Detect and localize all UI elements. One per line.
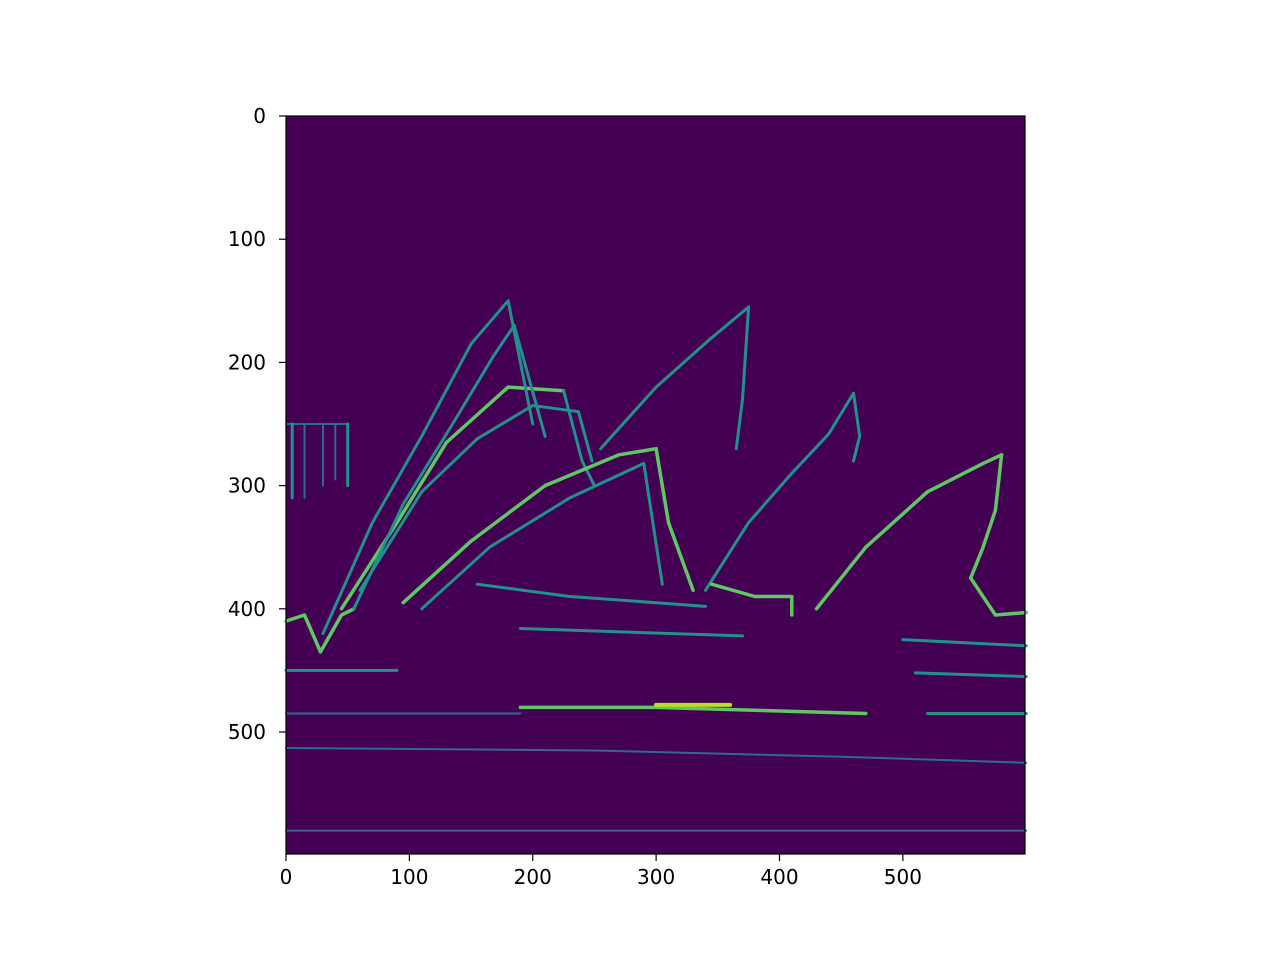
x-tick-label: 200: [514, 865, 552, 889]
y-axis: 0 100 200 300 400 500: [228, 104, 286, 744]
x-tick-label: 300: [637, 865, 675, 889]
edge-stroke-14: [734, 305, 751, 451]
x-tick-label: 100: [390, 865, 428, 889]
image-area: [286, 116, 1025, 854]
y-tick-label: 400: [228, 597, 266, 621]
edge-stroke-3: [358, 404, 580, 592]
edge-stroke-12: [642, 461, 664, 586]
edge-stroke-24: [913, 671, 1028, 679]
edge-stroke-30: [285, 747, 1028, 764]
edge-stroke-4: [576, 410, 594, 463]
edge-stroke-19: [968, 453, 1004, 580]
image-axes: 0 100 200 300 400 500 0 100 200 300 400 500: [228, 104, 1028, 889]
y-tick-label: 200: [228, 350, 266, 374]
x-axis: 0 100 200 300 400 500: [280, 854, 922, 889]
edge-stroke-8: [512, 323, 547, 438]
x-tick-label: 500: [884, 865, 922, 889]
edge-stroke-22: [518, 627, 744, 638]
edge-stroke-11: [420, 461, 646, 611]
edge-stroke-6: [506, 299, 535, 426]
edge-stroke-18: [814, 453, 1004, 611]
edge-stroke-2: [562, 389, 596, 488]
edge-stroke-10: [654, 446, 695, 593]
edge-stroke-26: [518, 705, 868, 716]
axes-frame: [285, 115, 1026, 855]
x-tick-label: 0: [280, 865, 293, 889]
edge-stroke-7: [352, 323, 516, 611]
edge-stroke-16: [852, 391, 862, 463]
y-tick-label: 0: [253, 104, 266, 128]
edge-stroke-20: [968, 576, 1028, 617]
edge-stroke-5: [321, 299, 510, 635]
y-tick-label: 500: [228, 720, 266, 744]
y-tick-label: 300: [228, 474, 266, 498]
edge-stroke-15: [704, 391, 855, 592]
y-tick-label: 100: [228, 227, 266, 251]
edge-stroke-17: [709, 582, 794, 617]
edge-stroke-9: [401, 446, 658, 605]
edge-stroke-13: [599, 305, 751, 451]
edge-stroke-0: [284, 607, 356, 654]
edge-layer: [284, 299, 1028, 832]
edge-stroke-23: [901, 638, 1028, 648]
x-tick-label: 400: [760, 865, 798, 889]
edge-stroke-21: [475, 582, 707, 608]
